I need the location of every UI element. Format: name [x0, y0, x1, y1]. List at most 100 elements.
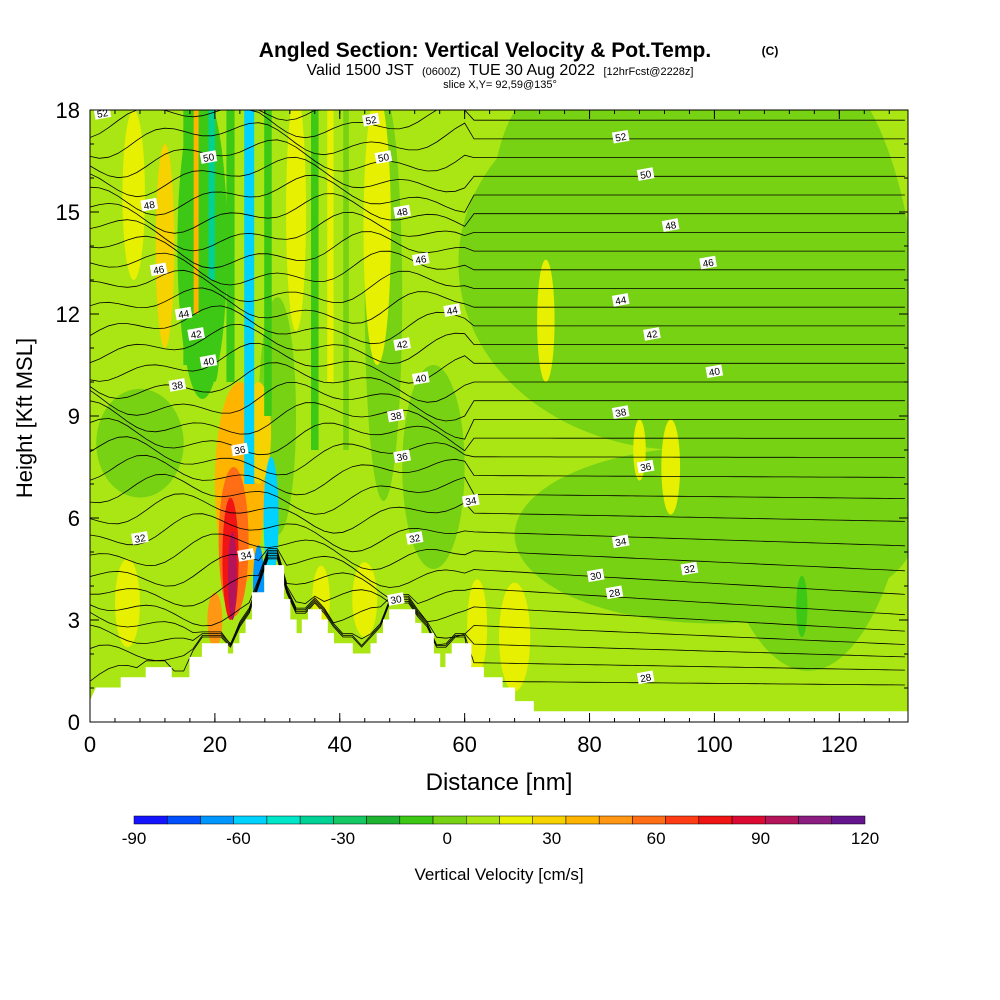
theta-label-box [199, 354, 218, 368]
theta-label-box [586, 568, 605, 583]
theta-label-box [636, 167, 655, 181]
colorbar-swatch [299, 815, 334, 825]
theta-label: 40 [199, 354, 218, 369]
theta-contour [90, 553, 905, 646]
theta-label-box [461, 493, 480, 508]
theta-label-box [374, 150, 393, 164]
theta-label: 32 [680, 561, 699, 576]
theta-label-box [393, 204, 411, 219]
x-tick-label: 80 [577, 732, 601, 757]
colorbar [133, 815, 866, 825]
theta-label-text: 40 [202, 356, 215, 369]
theta-contour [90, 493, 905, 534]
theta-label-text: 50 [377, 152, 390, 165]
potential-temperature-contours [90, 110, 905, 686]
theta-label-box [174, 306, 193, 321]
velocity-cell [96, 388, 184, 498]
theta-label: 50 [374, 150, 393, 165]
theta-label-box [140, 197, 159, 212]
theta-contour [90, 548, 905, 595]
theta-label-box [643, 327, 661, 341]
y-tick-label: 3 [68, 608, 80, 633]
colorbar-swatch [200, 815, 234, 825]
x-tick-label: 20 [203, 732, 227, 757]
theta-label-text: 30 [590, 570, 603, 583]
theta-label-box [705, 364, 724, 379]
theta-label-box [187, 327, 205, 341]
theta-label-text: 32 [134, 533, 147, 546]
velocity-column [264, 110, 272, 416]
theta-label: 34 [461, 493, 480, 508]
colorbar-tick-label: 120 [851, 829, 879, 848]
theta-label: 48 [393, 204, 411, 220]
theta-label: 36 [230, 442, 249, 457]
colorbar-tick-label: -30 [331, 829, 356, 848]
theta-label-box [411, 252, 430, 266]
theta-contour [90, 156, 905, 198]
x-tick-label: 120 [821, 732, 858, 757]
theta-label: 48 [661, 218, 680, 233]
theta-label-box [443, 303, 461, 317]
theta-contour [90, 473, 905, 515]
theta-contour [90, 193, 905, 234]
velocity-column [208, 110, 215, 280]
colorbar-swatch [366, 815, 401, 825]
theta-label-text: 44 [177, 309, 190, 322]
colorbar-swatch [333, 815, 367, 825]
velocity-cell [207, 592, 223, 648]
theta-label-box [387, 592, 405, 606]
velocity-cell [286, 110, 307, 331]
theta-label-box [699, 255, 717, 270]
theta-label-text: 52 [96, 108, 109, 121]
theta-label: 38 [611, 405, 630, 420]
velocity-cell [155, 144, 175, 348]
theta-label-text: 30 [390, 594, 403, 607]
colorbar-tick-label: 90 [751, 829, 770, 848]
theta-label-text: 52 [615, 132, 628, 145]
chart-header: Angled Section: Vertical Velocity & Pot.… [259, 39, 779, 91]
theta-label-text: 38 [171, 380, 184, 393]
theta-label-text: 42 [396, 339, 409, 352]
theta-contour [90, 436, 905, 476]
theta-label: 42 [643, 327, 661, 342]
velocity-cell [363, 110, 391, 365]
theta-contour [90, 287, 905, 324]
velocity-cell [514, 446, 908, 624]
theta-label-box [605, 585, 624, 600]
x-tick-label: 40 [328, 732, 352, 757]
theta-label-box [680, 561, 699, 576]
velocity-cell [498, 582, 531, 692]
velocity-cell [537, 259, 555, 382]
theta-label-text: 48 [396, 207, 409, 220]
theta-contour [90, 549, 905, 616]
theta-label-text: 48 [143, 200, 156, 213]
theta-label: 44 [174, 306, 193, 322]
velocity-cell [489, 110, 590, 365]
colorbar-swatch [598, 815, 633, 825]
velocity-cell [114, 558, 140, 648]
theta-contour [90, 110, 905, 139]
y-tick-label: 18 [56, 98, 80, 123]
theta-label-text: 36 [396, 451, 409, 464]
theta-label-text: 46 [152, 264, 165, 277]
velocity-column [226, 110, 235, 382]
y-tick-label: 6 [68, 506, 80, 531]
theta-label-box [611, 534, 630, 549]
colorbar-swatch [765, 815, 799, 825]
colorbar-swatch [166, 815, 201, 825]
theta-label-text: 42 [190, 329, 203, 342]
theta-label-text: 38 [390, 411, 403, 424]
theta-label-text: 46 [415, 254, 428, 267]
colorbar-swatch [133, 815, 168, 825]
theta-label: 40 [705, 364, 724, 379]
theta-label-text: 28 [608, 587, 621, 600]
theta-label-box [411, 371, 430, 385]
theta-label-text: 46 [702, 258, 715, 271]
theta-label: 52 [611, 129, 630, 145]
theta-label-box [661, 218, 680, 232]
theta-contour [90, 342, 905, 384]
colorbar-tick-label: -60 [226, 829, 251, 848]
theta-label: 52 [362, 112, 380, 128]
velocity-column [193, 110, 199, 314]
